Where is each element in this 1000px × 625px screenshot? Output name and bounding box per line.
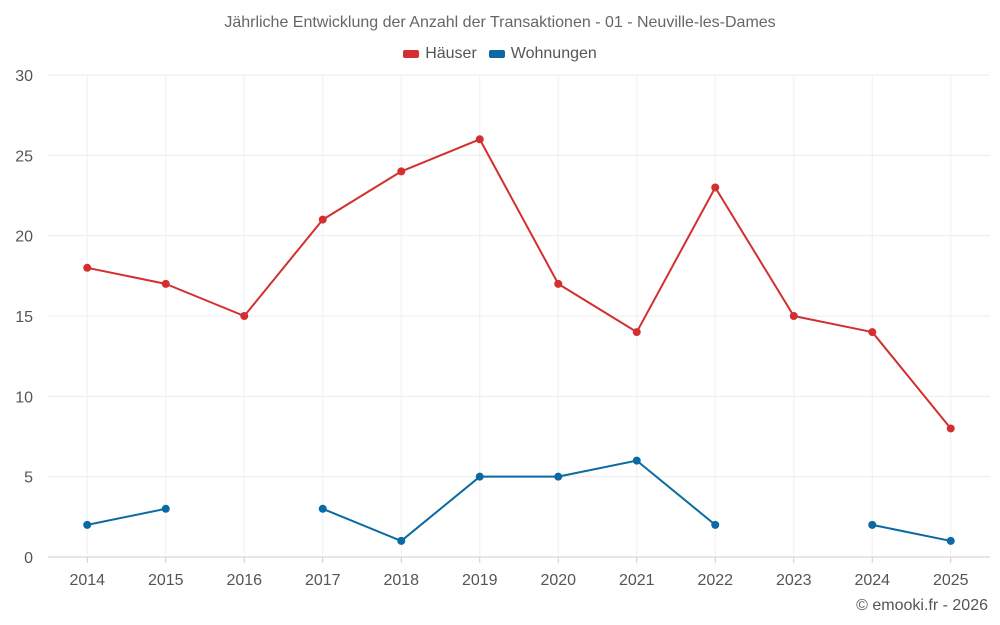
data-point-haeuser-2018 [397,167,406,176]
y-tick-label: 0 [24,550,33,567]
data-point-haeuser-2022 [711,183,720,192]
data-point-haeuser-2017 [318,215,327,224]
series-line-haeuser [87,138,952,430]
legend-item-haeuser[interactable]: Häuser [403,45,477,63]
data-point-wohnungen-2014 [83,520,92,529]
data-point-wohnungen-2024 [868,520,877,529]
x-tick-label: 2017 [305,572,341,589]
data-point-wohnungen-2015 [161,504,170,513]
y-tick-label: 25 [15,148,33,165]
series-line-wohnungen [322,459,716,542]
chart-title: Jährliche Entwicklung der Anzahl der Tra… [224,14,776,31]
series-line-wohnungen [87,507,166,526]
x-tick-label: 2023 [776,572,812,589]
credit-text: © emooki.fr - 2026 [856,597,988,614]
x-tick-label: 2019 [462,572,498,589]
data-point-haeuser-2024 [868,328,877,337]
data-point-haeuser-2019 [475,135,484,144]
x-tick-label: 2022 [697,572,733,589]
legend-swatch-haeuser [403,50,420,58]
x-tick-label: 2014 [69,572,105,589]
x-tick-label: 2015 [148,572,184,589]
y-tick-label: 15 [15,309,33,326]
data-point-wohnungen-2021 [632,456,641,465]
legend-label-wohnungen: Wohnungen [510,45,597,62]
x-tick-label: 2016 [226,572,262,589]
data-point-wohnungen-2018 [397,536,406,545]
legend-label-haeuser: Häuser [425,45,477,62]
data-point-wohnungen-2017 [318,504,327,513]
y-tick-label: 20 [15,229,33,246]
legend-item-wohnungen[interactable]: Wohnungen [488,45,597,63]
data-point-wohnungen-2019 [475,472,484,481]
series-line-wohnungen [872,523,951,542]
x-tick-label: 2021 [619,572,655,589]
y-tick-label: 5 [24,470,33,487]
data-point-haeuser-2023 [789,312,798,320]
data-point-haeuser-2015 [161,279,170,288]
data-point-haeuser-2020 [554,279,563,288]
data-point-haeuser-2014 [83,263,92,272]
x-tick-label: 2018 [383,572,419,589]
y-tick-label: 10 [15,389,33,406]
x-tick-label: 2024 [854,572,890,589]
legend: Häuser Wohnungen [0,45,1000,63]
data-point-wohnungen-2025 [946,536,955,545]
legend-swatch-wohnungen [488,50,505,58]
data-point-wohnungen-2022 [711,520,720,529]
data-point-wohnungen-2020 [554,472,563,481]
y-tick-label: 30 [15,68,33,85]
x-tick-label: 2025 [933,572,969,589]
data-point-haeuser-2025 [946,424,955,433]
data-point-haeuser-2021 [632,328,641,337]
data-point-haeuser-2016 [240,312,249,320]
x-tick-label: 2020 [540,572,576,589]
